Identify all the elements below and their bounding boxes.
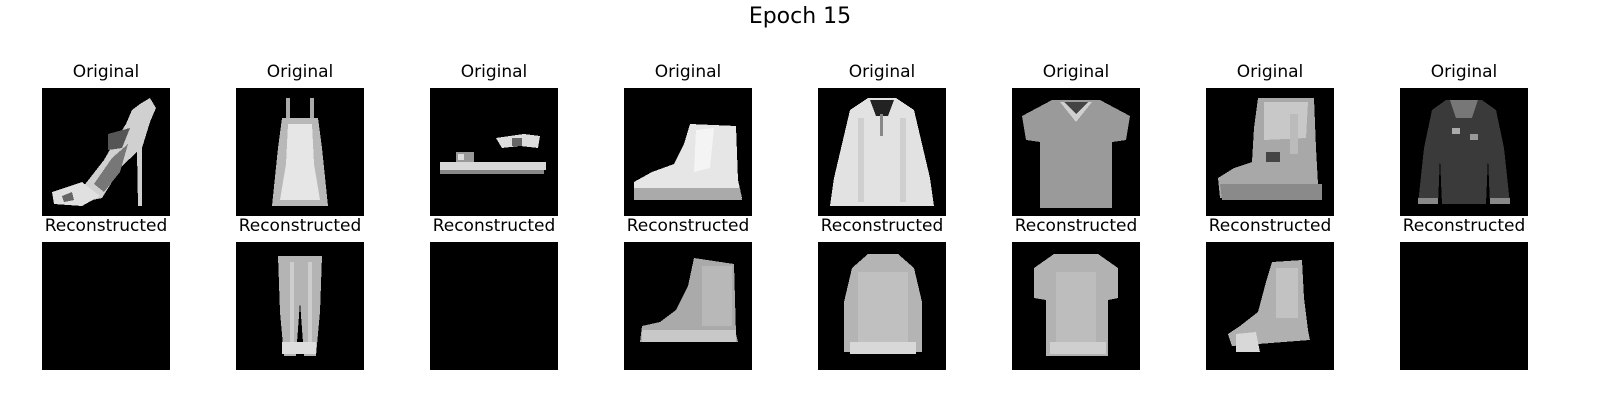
panel-title: Reconstructed: [820, 216, 944, 236]
panel-title: Reconstructed: [238, 216, 362, 236]
figure-title: Epoch 15: [748, 4, 852, 29]
shirt-icon: [818, 242, 946, 370]
tshirt-icon: [1012, 88, 1140, 216]
ankle-boot-icon: [624, 88, 752, 216]
sandal-icon: [42, 88, 170, 216]
panel-title: Original: [848, 62, 916, 82]
ankle-boot-icon: [1206, 242, 1334, 370]
panel-title: Reconstructed: [1014, 216, 1138, 236]
coat-icon: [1400, 88, 1528, 216]
panel-title: Original: [1430, 62, 1498, 82]
panel-title: Original: [72, 62, 140, 82]
panel-title: Original: [654, 62, 722, 82]
ankle-boot-icon: [1206, 88, 1334, 216]
blank-icon: [430, 242, 558, 370]
panel-title: Reconstructed: [626, 216, 750, 236]
blank-icon: [1400, 242, 1528, 370]
tshirt-icon: [1012, 242, 1140, 370]
shirt-icon: [818, 88, 946, 216]
dress-icon: [236, 88, 364, 216]
panel-title: Reconstructed: [44, 216, 168, 236]
panel-title: Original: [266, 62, 334, 82]
panel-title: Reconstructed: [432, 216, 556, 236]
panel-title: Reconstructed: [1208, 216, 1332, 236]
panel-title: Reconstructed: [1402, 216, 1526, 236]
ankle-boot-icon: [624, 242, 752, 370]
panel-title: Original: [460, 62, 528, 82]
panel-title: Original: [1042, 62, 1110, 82]
blank-icon: [42, 242, 170, 370]
trouser-icon: [236, 242, 364, 370]
panel-title: Original: [1236, 62, 1304, 82]
sandal-icon: [430, 88, 558, 216]
